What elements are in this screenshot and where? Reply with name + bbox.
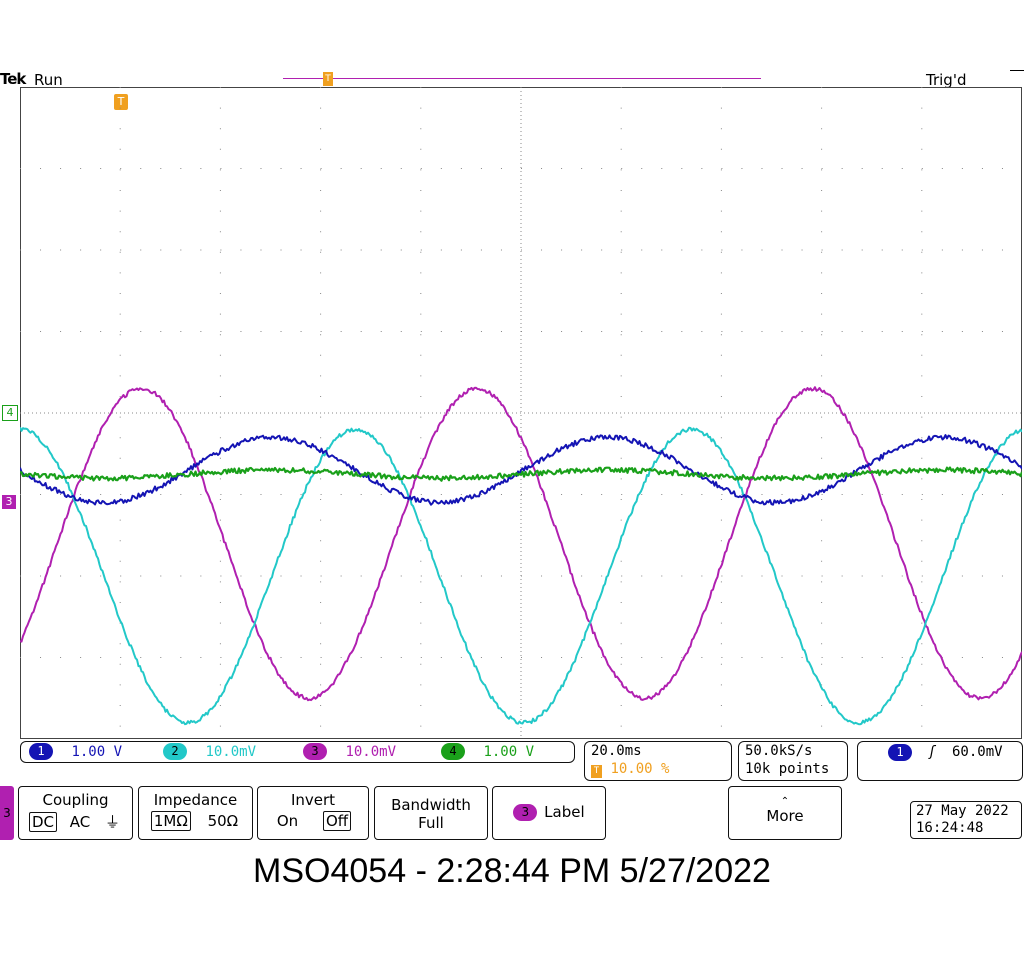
more-up-arrow-icon: ⌃ [729, 797, 841, 807]
brand-label: Tek [0, 70, 25, 88]
trigger-position-readout: T 10.00 % [591, 761, 669, 778]
trigger-position-percent: 10.00 % [610, 761, 669, 777]
ground-icon[interactable]: ⏚ [103, 811, 122, 832]
ch1-badge: 1 [29, 743, 53, 760]
record-length: 10k points [745, 761, 829, 777]
ch4-badge: 4 [441, 743, 465, 760]
invert-title: Invert [258, 791, 368, 809]
ch4-scale: 1.00 V [483, 744, 534, 760]
acquisition-readout[interactable]: 50.0kS/s 10k points [738, 741, 848, 781]
channel-readout-bar[interactable]: 1 1.00 V 2 10.0mV 3 10.0mV 4 1.00 V [20, 741, 575, 763]
ch2-scale: 10.0mV [205, 744, 256, 760]
top-right-edge [1010, 70, 1024, 71]
record-trigger-icon: T [323, 72, 333, 86]
trigger-level: 60.0mV [952, 744, 1003, 760]
clock-time: 16:24:48 [916, 820, 983, 836]
screenshot-caption: MSO4054 - 2:28:44 PM 5/27/2022 [0, 852, 1024, 891]
impedance-title: Impedance [139, 791, 252, 809]
label-button[interactable]: 3 Label [492, 786, 606, 840]
rising-edge-icon: ʃ [928, 744, 936, 760]
invert-off[interactable]: Off [323, 811, 351, 831]
ch4-readout[interactable]: 4 1.00 V [441, 743, 534, 760]
ch1-scale: 1.00 V [71, 744, 122, 760]
coupling-button[interactable]: Coupling DC AC ⏚ [18, 786, 133, 840]
trigger-source-badge: 1 [888, 744, 912, 761]
ch1-waveform [20, 435, 1022, 505]
invert-button[interactable]: Invert On Off [257, 786, 369, 840]
ch1-readout[interactable]: 1 1.00 V [29, 743, 122, 760]
label-channel-badge: 3 [513, 804, 537, 821]
waveform-display[interactable] [20, 87, 1022, 739]
ch4-ground-marker[interactable]: 4 [2, 405, 18, 421]
ch3-badge: 3 [303, 743, 327, 760]
more-text: More [729, 807, 841, 825]
coupling-title: Coupling [19, 791, 132, 809]
bandwidth-button[interactable]: Bandwidth Full [374, 786, 488, 840]
menu-channel-tab[interactable]: 3 [0, 786, 14, 840]
impedance-50ohm[interactable]: 50Ω [206, 812, 241, 830]
ch3-readout[interactable]: 3 10.0mV [303, 743, 396, 760]
ch3-ground-marker[interactable]: 3 [2, 495, 16, 509]
time-per-div: 20.0ms [591, 743, 642, 759]
impedance-button[interactable]: Impedance 1MΩ 50Ω [138, 786, 253, 840]
trigger-readout[interactable]: 1 ʃ 60.0mV [857, 741, 1023, 781]
trigger-t-icon: T [591, 765, 602, 778]
ch3-scale: 10.0mV [345, 744, 396, 760]
label-text: Label [544, 803, 584, 821]
record-position-bar [283, 78, 761, 79]
horizontal-readout[interactable]: 20.0ms T 10.00 % [584, 741, 732, 781]
bandwidth-title: Bandwidth [375, 796, 487, 814]
clock-date: 27 May 2022 [916, 803, 1009, 819]
impedance-1mohm[interactable]: 1MΩ [151, 811, 191, 831]
ch2-badge: 2 [163, 743, 187, 760]
ch2-readout[interactable]: 2 10.0mV [163, 743, 256, 760]
sample-rate: 50.0kS/s [745, 743, 812, 759]
coupling-ac[interactable]: AC [68, 813, 92, 831]
graticule-grid [20, 87, 1022, 739]
bandwidth-value: Full [375, 814, 487, 832]
clock-display: 27 May 2022 16:24:48 [910, 801, 1022, 839]
invert-on[interactable]: On [275, 812, 300, 830]
more-button[interactable]: ⌃ More [728, 786, 842, 840]
coupling-dc[interactable]: DC [29, 812, 57, 832]
